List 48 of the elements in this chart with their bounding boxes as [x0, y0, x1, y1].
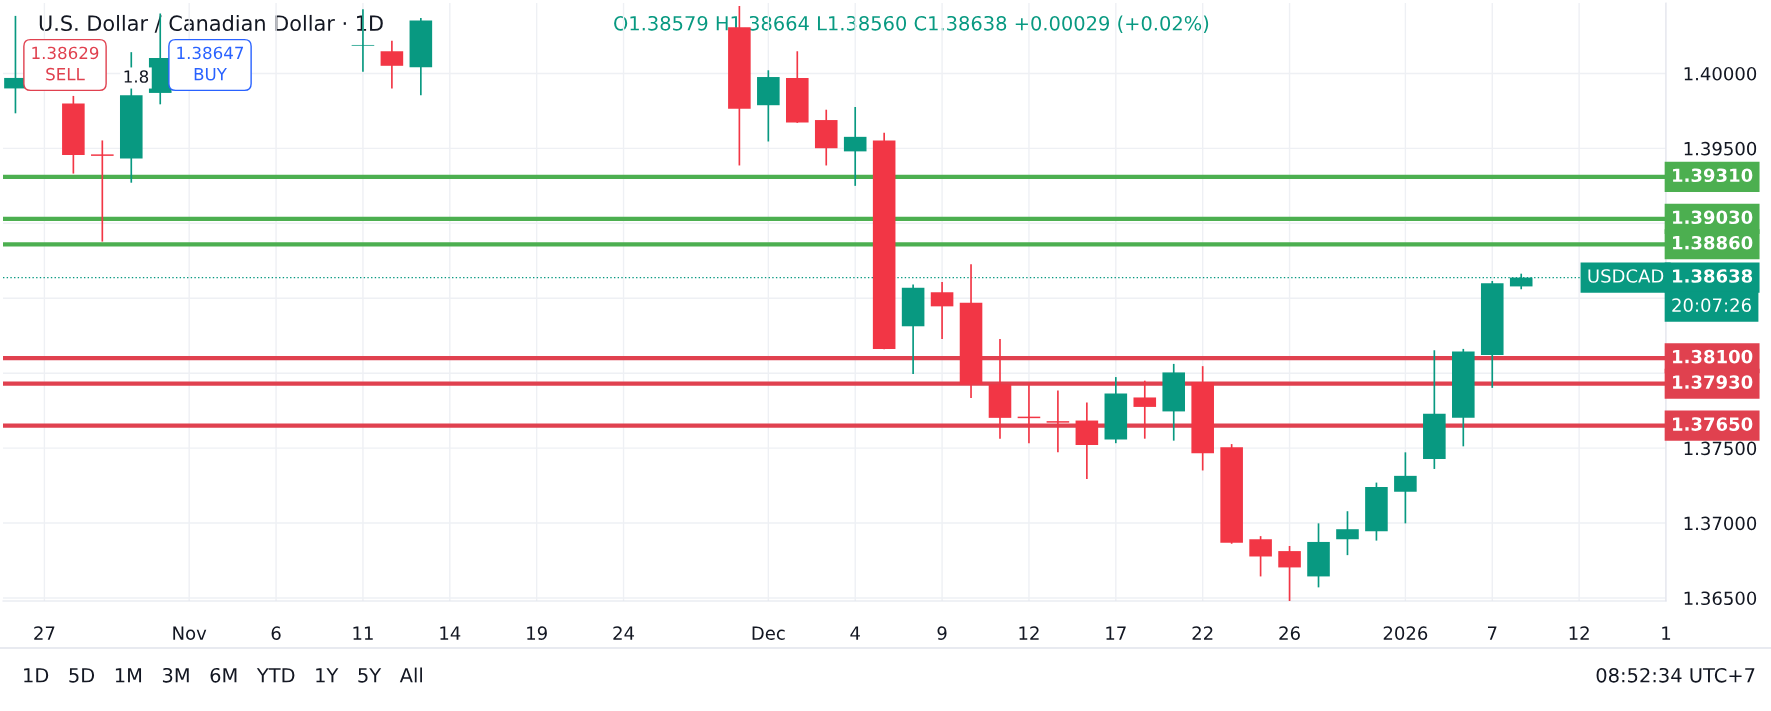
- annotation: 1.38647: [177, 46, 244, 60]
- y-tick-label: 1.40000: [1684, 66, 1757, 81]
- candlestick: [91, 139, 114, 243]
- y-tick-label: 1.37500: [1684, 441, 1757, 456]
- x-tick-label: 4: [850, 626, 860, 640]
- candlestick: [1394, 451, 1417, 525]
- x-tick-label: 12: [1569, 626, 1589, 640]
- text: 08:52:34 UTC+7: [1596, 667, 1755, 683]
- x-tick-label: 19: [527, 626, 547, 640]
- ref-line-label: 1.37930: [1673, 375, 1753, 389]
- x-tick-label: Dec: [752, 626, 785, 640]
- candlestick: [1249, 535, 1272, 578]
- annotation: USDCAD: [1588, 269, 1664, 283]
- annotation: BUY: [194, 68, 227, 81]
- x-tick-label: 9: [937, 626, 947, 640]
- y-tick-label: 1.36500: [1684, 591, 1757, 606]
- candlestick: [1133, 379, 1157, 440]
- x-tick-label: 1: [1662, 626, 1671, 640]
- x-tick-label: Nov: [173, 626, 207, 640]
- x-tick-label: 26: [1279, 626, 1300, 640]
- annotation: 1.8: [124, 70, 149, 83]
- y-tick-label: 1.37000: [1684, 516, 1757, 531]
- x-tick-label: 7: [1488, 626, 1497, 640]
- ref-line-label: 1.38860: [1673, 235, 1753, 250]
- candlestick: [930, 281, 954, 340]
- ref-line-label: 1.38100: [1673, 349, 1753, 364]
- x-tick-label: 14: [440, 626, 461, 640]
- ref-line-label: 1.38638: [1673, 269, 1753, 283]
- x-tick-label: 22: [1192, 626, 1213, 640]
- annotation: SELL: [46, 67, 85, 81]
- x-tick-label: 2026: [1383, 626, 1428, 640]
- x-tick-label: 11: [353, 626, 373, 640]
- y-tick-label: 1.39500: [1684, 141, 1757, 156]
- x-tick-label: 12: [1019, 626, 1039, 640]
- x-tick-label: 24: [613, 626, 635, 640]
- candlestick: [380, 39, 404, 90]
- text: 20:07:26: [1672, 298, 1751, 312]
- ref-line-label: 1.37650: [1673, 417, 1753, 431]
- ref-line-label: 1.39310: [1673, 168, 1753, 183]
- candlestick: [843, 106, 867, 187]
- candlestick: [1046, 389, 1070, 454]
- x-tick-label: 6: [271, 626, 281, 640]
- x-tick-label: 17: [1106, 626, 1126, 640]
- text: 1D 5D 1M 3M 6M YTD 1Y 5Y All: [24, 667, 422, 683]
- x-tick-label: 27: [34, 626, 55, 640]
- ref-line-label: 1.39030: [1673, 210, 1753, 225]
- candlestick: [1336, 510, 1359, 556]
- annotation: 1.38629: [32, 46, 99, 60]
